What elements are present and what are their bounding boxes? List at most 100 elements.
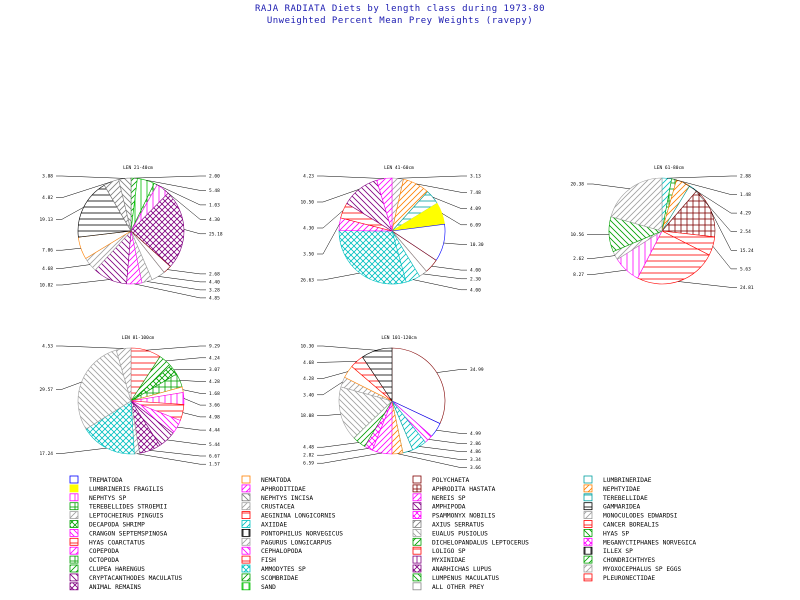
pie-data-label: 20.38 xyxy=(570,182,584,188)
pie-data-label: 2.86 xyxy=(470,441,481,447)
legend-label: DICHELOPANDALUS LEPTOCERUS xyxy=(432,539,529,546)
legend-swatch xyxy=(412,520,422,528)
pie-data-label: 29.57 xyxy=(39,387,53,393)
pie-slice-ammodytes-sp xyxy=(338,230,407,285)
legend-swatch xyxy=(69,511,79,520)
legend-swatch xyxy=(241,537,251,546)
legend-label: EUALUS PUSIOLUS xyxy=(432,530,488,537)
pie-leader-line xyxy=(56,345,124,349)
legend-swatch xyxy=(412,502,422,511)
legend-swatch xyxy=(69,475,79,484)
legend-item-terebellides-stroemii: TEREBELLIDES STROEMII xyxy=(69,502,168,511)
pie-len-81-100cm: LEN 81-100cm 9.29 4.24 3.07 4.28 1.68 3.66 4.98… xyxy=(39,335,220,468)
legend-item-leptocheirus-pinguis: LEPTOCHEIRUS PINGUIS xyxy=(69,511,164,520)
pie-leader-line xyxy=(441,213,467,226)
legend-item-aeginina-longicornis: AEGININA LONGICORNIS xyxy=(241,511,336,520)
legend-item-crustacea: CRUSTACEA xyxy=(241,502,295,511)
legend-label: SCOMBRIDAE xyxy=(261,575,299,582)
pie-leader-line xyxy=(134,283,206,299)
pie-leader-line xyxy=(182,412,206,418)
pie-leader-line xyxy=(423,273,467,280)
pie-data-label: 15.24 xyxy=(740,248,754,254)
pie-data-label: 3.66 xyxy=(470,465,481,471)
legend-label: CANCER BOREALIS xyxy=(603,522,659,529)
pie-data-label: 4.00 xyxy=(470,287,481,293)
pie-data-label: 4.48 xyxy=(303,445,314,451)
legend-swatch xyxy=(583,546,593,555)
pie-len-101-120cm: LEN 101-120cm 34.99 4.99 2.86 4.86 3.34 3.66 10… xyxy=(300,335,483,471)
pie-data-label: 4.85 xyxy=(209,295,220,301)
pie-leader-line xyxy=(683,182,737,214)
legend-item-myxinidae: MYXINIDAE xyxy=(412,555,466,564)
legend-swatch xyxy=(241,493,251,502)
legend-label: LOLIGO SP xyxy=(432,548,466,555)
legend-item-cancer-borealis: CANCER BOREALIS xyxy=(583,520,659,529)
legend-item-lumbrineris-fragilis: LUMBRINERIS FRAGILIS xyxy=(69,484,164,493)
pie-leader-line xyxy=(443,242,467,245)
pie-title: LEN 21-40cm xyxy=(123,165,153,171)
legend-label: AMMODYTES SP xyxy=(261,566,306,573)
legend-swatch xyxy=(412,484,422,493)
pie-len-61-80cm: LEN 61-80cm 2.88 1.48 4.29 2.54 15.24 5.63 24.8… xyxy=(570,165,753,291)
legend-item-axiidae: AXIIDAE xyxy=(241,520,287,529)
pie-data-label: 2.54 xyxy=(740,229,751,235)
pie-slice-gammaridea xyxy=(362,347,393,402)
legend-item-ammodytes-sp: AMMODYTES SP xyxy=(241,564,306,573)
legend-item-lumbrineridae: LUMBRINERIDAE xyxy=(583,475,652,484)
pie-leader-line xyxy=(397,175,467,179)
legend-label: CRANGON SEPTEMSPINOSA xyxy=(89,530,168,537)
pie-leader-line xyxy=(134,175,206,179)
legend-item-nematoda: NEMATODA xyxy=(241,475,291,484)
legend-label: MYOXOCEPHALUS SP EGGS xyxy=(603,566,682,573)
pie-data-label: 1.48 xyxy=(740,192,751,198)
legend-label: PAGURUS LONGICARPUS xyxy=(261,539,332,546)
chart-subtitle: Unweighted Percent Mean Prey Weights (ra… xyxy=(266,16,534,26)
legend-swatch xyxy=(69,546,79,555)
legend-swatch xyxy=(583,564,593,573)
pie-data-label: 6.09 xyxy=(470,222,481,228)
pie-data-label: 17.24 xyxy=(39,451,53,457)
pie-title: LEN 41-60cm xyxy=(384,165,414,171)
pie-data-label: 34.99 xyxy=(470,367,484,373)
legend-item-trematoda: TREMATODA xyxy=(69,475,123,484)
legend-item-dichelopandalus-leptocerus: DICHELOPANDALUS LEPTOCERUS xyxy=(412,537,529,546)
pie-leader-line xyxy=(674,179,737,195)
pie-data-label: 4.86 xyxy=(470,449,481,455)
legend-label: APHRODITA HASTATA xyxy=(432,486,496,493)
pie-data-label: 4.09 xyxy=(470,206,481,212)
legend-item-all-other-prey: ALL OTHER PREY xyxy=(412,582,484,591)
legend-swatch xyxy=(69,564,79,573)
pie-leader-line xyxy=(407,451,467,460)
pie-leader-line xyxy=(56,181,112,198)
legend-swatch xyxy=(412,555,422,564)
pie-leader-line xyxy=(693,188,737,232)
legend-label: CLUPEA HARENGUS xyxy=(89,566,145,573)
pie-data-label: 1.68 xyxy=(209,391,220,397)
legend-item-chondrichthyes: CHONDRICHTHYES xyxy=(583,555,655,564)
legend-label: NEPHTYS INCISA xyxy=(261,495,313,502)
pie-leader-line xyxy=(412,279,467,291)
pie-leader-line xyxy=(317,224,340,255)
pie-leader-line xyxy=(431,265,467,271)
legend-label: MEGANYCTIPHANES NORVEGICA xyxy=(603,539,696,546)
legend-swatch xyxy=(412,475,422,484)
pie-leader-line xyxy=(317,361,357,363)
pie-leader-line xyxy=(56,207,84,220)
legend-item-octopoda: OCTOPODA xyxy=(69,555,119,564)
legend-item-nephtyidae: NEPHTYIDAE xyxy=(583,484,641,493)
pie-data-label: 8.27 xyxy=(573,272,584,278)
pie-data-label: 1.03 xyxy=(209,202,220,208)
legend-label: AXIUS SERRATUS xyxy=(432,522,484,529)
legend-swatch xyxy=(241,555,251,564)
legend-item-axius-serratus: AXIUS SERRATUS xyxy=(412,520,484,529)
pie-data-label: 3.66 xyxy=(209,403,220,409)
pie-leader-line xyxy=(317,175,385,179)
legend-item-loligo-sp: LOLIGO SP xyxy=(412,546,466,555)
pie-leader-line xyxy=(136,453,206,465)
pie-leader-line xyxy=(179,380,206,382)
pie-data-label: 4.99 xyxy=(470,431,481,437)
legend-swatch xyxy=(583,529,593,537)
legend-swatch xyxy=(241,546,251,555)
legend-item-pontophilus-norvegicus: PONTOPHILUS NORVEGICUS xyxy=(241,529,343,537)
pie-leader-line xyxy=(145,179,206,191)
